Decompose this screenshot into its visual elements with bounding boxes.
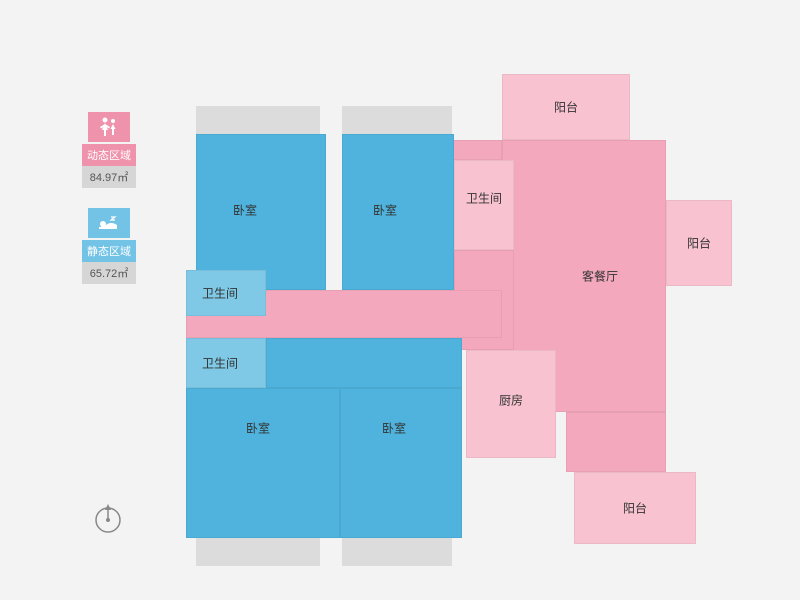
room-卧室 <box>196 134 326 290</box>
balcony-shadow <box>342 106 452 134</box>
balcony-shadow <box>342 538 452 566</box>
balcony-shadow <box>196 538 320 566</box>
balcony-shadow <box>196 106 320 134</box>
room-label: 客餐厅 <box>582 268 618 285</box>
room-label: 卧室 <box>246 420 270 437</box>
room-label: 厨房 <box>499 392 523 409</box>
room-segment <box>566 412 666 472</box>
room-label: 卧室 <box>373 202 397 219</box>
room-卧室 <box>340 388 462 538</box>
room-label: 卫生间 <box>202 285 238 302</box>
room-label: 卧室 <box>233 202 257 219</box>
room-label: 阳台 <box>623 500 647 517</box>
floorplan: 阳台阳台阳台客餐厅卫生间厨房卧室卧室卫生间卫生间卧室卧室 <box>0 0 800 600</box>
room-label: 卫生间 <box>202 355 238 372</box>
room-segment <box>266 338 462 388</box>
room-label: 卫生间 <box>466 190 502 207</box>
room-卧室 <box>342 134 454 290</box>
room-label: 阳台 <box>554 99 578 116</box>
room-卧室 <box>186 388 340 538</box>
room-label: 卧室 <box>382 420 406 437</box>
room-label: 阳台 <box>687 235 711 252</box>
